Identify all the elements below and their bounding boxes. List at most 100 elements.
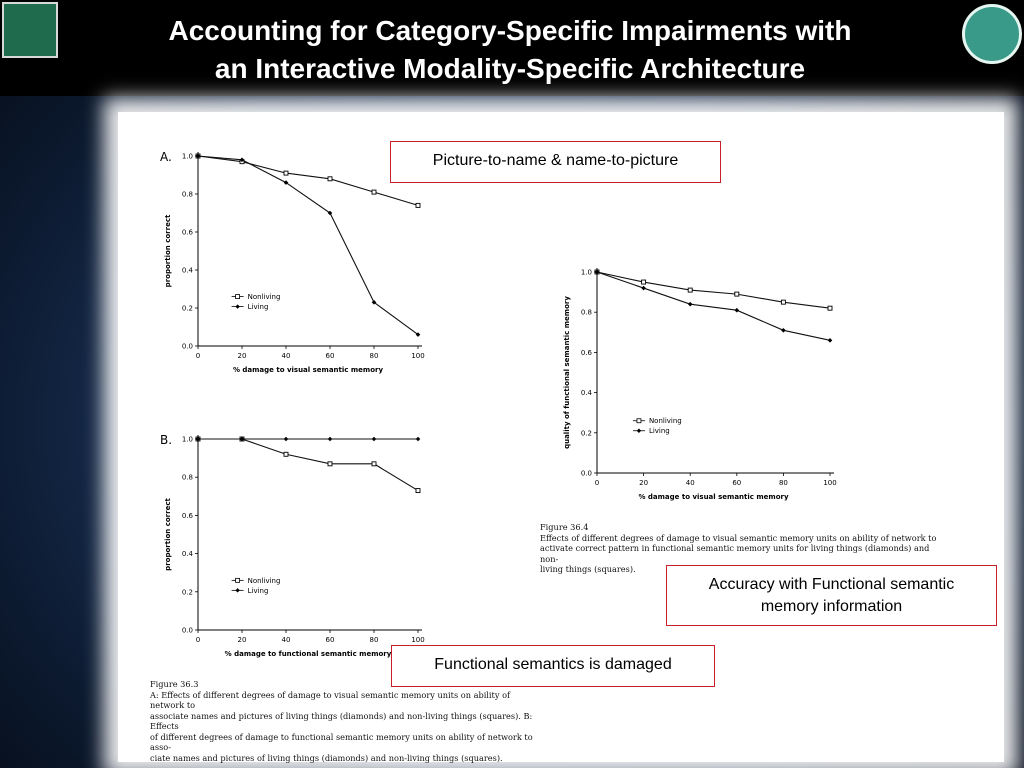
x-tick-label: 100: [411, 636, 424, 644]
callout-picture-to-name-text: Picture-to-name & name-to-picture: [432, 152, 679, 169]
y-tick-label: 0.8: [182, 191, 193, 199]
data-point-living: [415, 332, 421, 337]
data-point-living: [239, 157, 245, 163]
chart-svg: 0.0 0.2 0.4 0.6 0.8 1.0 0 20 40 60 80 100 % damage t…: [563, 268, 837, 501]
chart-svg: 0.0 0.2 0.4 0.6 0.8 1.0 0 20 40 60 80 100 % damage t…: [160, 433, 425, 658]
data-point-living: [327, 436, 333, 442]
y-tick-label: 0.4: [182, 550, 194, 558]
x-tick-label: 20: [238, 636, 247, 644]
series-line-living: [596, 271, 831, 341]
data-point-living: [734, 307, 740, 313]
y-tick-label: 0.0: [581, 470, 592, 478]
panel-label: A.: [160, 150, 172, 164]
x-tick-label: 20: [238, 352, 247, 360]
y-tick-label: 0.2: [182, 588, 193, 596]
x-tick-label: 60: [732, 479, 741, 487]
series-line-nonliving: [198, 438, 419, 492]
callout-functional-accuracy-line1: Accuracy with Functional semantic: [708, 576, 955, 593]
data-point-nonliving: [687, 287, 693, 293]
chart-b: 0.0 0.2 0.4 0.6 0.8 1.0 0 20 40 60 80 100 % damage t…: [150, 425, 440, 675]
callout-functional-damaged-text: Functional semantics is damaged: [434, 656, 672, 673]
series-line-nonliving: [197, 155, 419, 206]
legend-entry-nonliving: Nonliving: [649, 417, 682, 425]
slide-title-line1: Accounting for Category-Specific Impairm…: [168, 15, 852, 46]
x-axis-label: % damage to visual semantic memory: [233, 366, 384, 374]
legend-entry-nonliving: Nonliving: [248, 577, 281, 585]
y-axis-label: proportion correct: [164, 498, 172, 571]
callout-picture-to-name: Picture-to-name & name-to-picture: [390, 141, 721, 183]
legend-entry-living: Living: [248, 587, 269, 595]
caption-36-4-line: Effects of different degrees of damage t…: [540, 532, 937, 543]
x-axis-label: % damage to visual semantic memory: [638, 493, 789, 501]
caption-36-3-line: of different degrees of damage to functi…: [150, 731, 533, 753]
callout-functional-accuracy-line2: memory information: [760, 598, 903, 615]
data-point-nonliving: [327, 176, 333, 182]
x-axis-label: % damage to functional semantic memory: [225, 650, 392, 658]
y-tick-label: 0.0: [182, 343, 193, 351]
caption-36-3-title: Figure 36.3: [150, 679, 199, 689]
y-tick-label: 0.0: [182, 627, 193, 635]
slide-title: Accounting for Category-Specific Impairm…: [70, 12, 950, 88]
callout-functional-damaged: Functional semantics is damaged: [391, 645, 715, 687]
y-tick-label: 0.6: [182, 512, 194, 520]
caption-figure-36-3: Figure 36.3 A: Effects of different degr…: [150, 679, 540, 763]
data-point-nonliving: [780, 299, 786, 305]
x-tick-label: 20: [639, 479, 648, 487]
y-tick-label: 0.4: [182, 267, 194, 275]
data-point-living: [239, 436, 245, 442]
data-point-living: [195, 436, 201, 442]
data-point-nonliving: [415, 202, 421, 208]
caption-36-3-line: associate names and pictures of living t…: [150, 710, 533, 732]
y-tick-label: 1.0: [182, 153, 193, 161]
legend-entry-living: Living: [649, 427, 670, 435]
chart-a: 0.0 0.2 0.4 0.6 0.8 1.0 0 20 40 60 80 100 % damage t…: [150, 140, 440, 390]
data-point-nonliving: [734, 291, 740, 297]
legend-marker-diamond: [636, 428, 642, 433]
y-tick-label: 0.8: [581, 309, 592, 317]
data-point-living: [371, 436, 377, 442]
x-tick-label: 0: [196, 352, 200, 360]
chart-svg: 0.0 0.2 0.4 0.6 0.8 1.0 0 20 40 60 80 100 % damage t…: [160, 150, 425, 374]
x-tick-label: 100: [823, 479, 836, 487]
x-tick-label: 60: [326, 636, 335, 644]
y-axis-label: quality of functional semantic memory: [563, 296, 571, 449]
data-point-living: [827, 338, 833, 343]
data-point-living: [781, 327, 786, 333]
data-point-nonliving: [327, 461, 333, 467]
caption-36-4-line: activate correct pattern in functional s…: [540, 543, 930, 564]
legend-marker-diamond: [235, 304, 240, 309]
x-tick-label: 100: [411, 352, 424, 360]
data-point-living: [371, 300, 377, 305]
y-tick-label: 0.6: [581, 349, 593, 357]
y-tick-label: 1.0: [182, 436, 193, 444]
x-tick-label: 40: [686, 479, 695, 487]
y-tick-label: 0.2: [182, 305, 193, 313]
university-seal-right: [962, 4, 1022, 64]
x-tick-label: 40: [282, 636, 291, 644]
university-logo-left: [2, 2, 58, 58]
x-tick-label: 80: [370, 352, 379, 360]
caption-figure-36-4: Figure 36.4 Effects of different degrees…: [540, 522, 940, 575]
y-tick-label: 0.2: [581, 429, 592, 437]
slide-title-line2: an Interactive Modality-Specific Archite…: [214, 53, 806, 84]
data-point-living: [283, 180, 289, 185]
data-point-nonliving: [371, 461, 377, 467]
series-line-nonliving: [596, 271, 831, 309]
series-line-living: [197, 155, 419, 336]
y-axis-label: proportion correct: [164, 214, 172, 287]
y-tick-label: 0.8: [182, 474, 193, 482]
legend-marker-square: [636, 418, 642, 424]
x-tick-label: 40: [282, 352, 291, 360]
data-point-living: [687, 301, 693, 307]
data-point-nonliving: [283, 170, 289, 176]
caption-36-4-line: living things (squares).: [540, 564, 636, 574]
x-tick-label: 80: [370, 636, 379, 644]
x-tick-label: 80: [779, 479, 788, 487]
y-tick-label: 0.4: [581, 389, 593, 397]
x-tick-label: 60: [326, 352, 335, 360]
data-point-living: [195, 153, 201, 159]
caption-36-3-line: ciate names and pictures of living thing…: [150, 752, 503, 763]
callout-functional-accuracy: Accuracy with Functional semantic memory…: [666, 565, 997, 626]
legend-marker-diamond: [235, 588, 240, 593]
x-tick-label: 0: [595, 479, 599, 487]
